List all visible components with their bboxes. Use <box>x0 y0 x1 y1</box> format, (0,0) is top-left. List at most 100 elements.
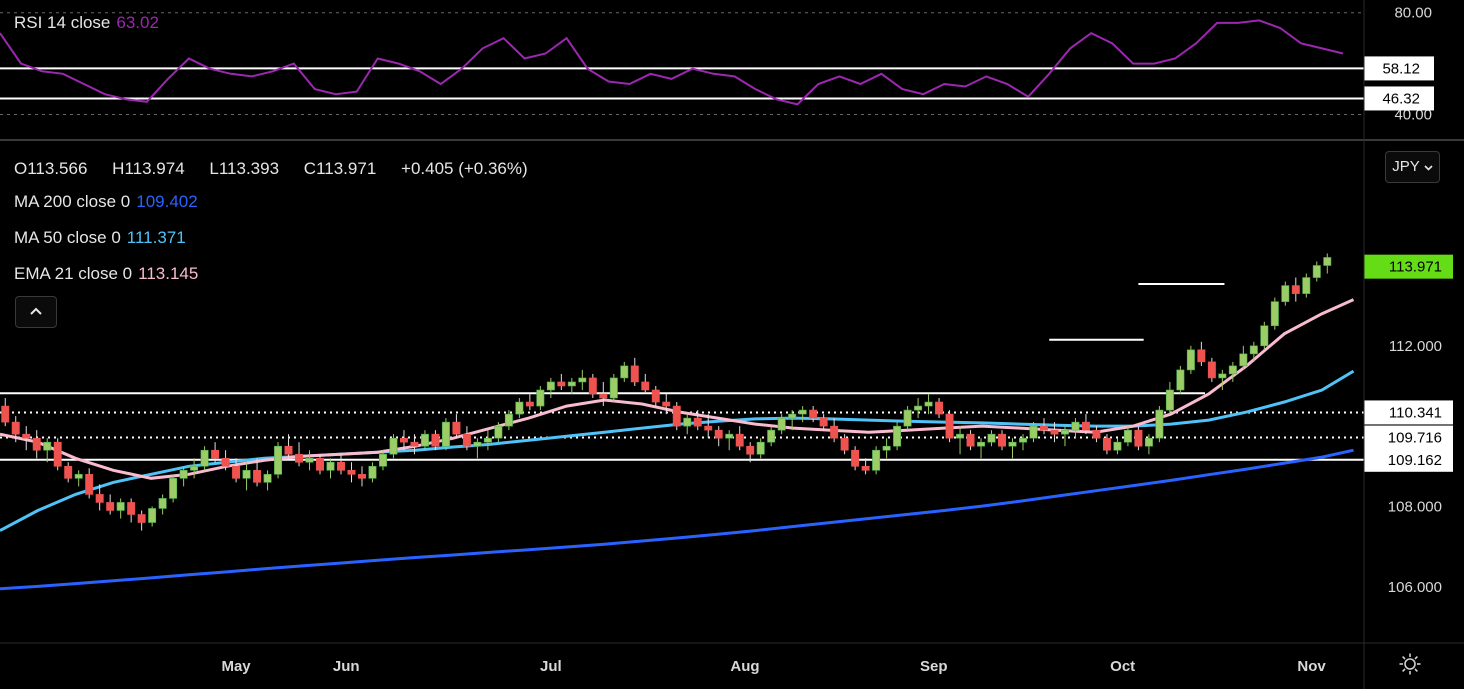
candle-down <box>337 454 345 475</box>
candle-body <box>903 409 912 427</box>
candle-down <box>462 426 471 451</box>
candle-body <box>1218 373 1227 379</box>
price-axis[interactable]: 80.00 40.00 58.12 46.32 112.000 108.000 106.00… <box>1364 5 1453 596</box>
candle-body <box>462 433 471 447</box>
candle-body <box>85 474 94 495</box>
candle-up <box>1155 406 1164 443</box>
candle-body <box>651 389 660 403</box>
candle-up <box>767 426 776 447</box>
candle-up <box>158 494 167 515</box>
candle-body <box>1249 345 1258 355</box>
price-axis-tick-label: 106.000 <box>1388 579 1442 596</box>
candle-body <box>704 425 713 431</box>
candle-body <box>546 381 555 391</box>
candle-down <box>399 430 408 451</box>
candle-body <box>1092 429 1101 439</box>
candle-body <box>788 413 797 419</box>
candle-body <box>840 437 849 451</box>
candle-up <box>1060 426 1069 447</box>
collapse-legend-button[interactable] <box>15 296 57 328</box>
candle-down <box>1050 422 1059 443</box>
candle-body <box>232 465 241 479</box>
candle-body <box>1040 425 1048 431</box>
candle-body <box>630 365 639 383</box>
candle-body <box>1029 425 1038 439</box>
candle-body <box>263 474 272 483</box>
candle-down <box>1040 418 1048 435</box>
candle-body <box>221 457 230 467</box>
ohlc-legend: O113.566 H113.974 L113.393 C113.971 +0.4… <box>14 159 538 179</box>
candle-body <box>914 405 923 411</box>
candle-up <box>1019 434 1027 451</box>
candle-down <box>819 414 828 431</box>
time-axis-tick-label: Aug <box>730 658 759 675</box>
candle-body <box>494 425 503 439</box>
candle-body <box>924 401 933 407</box>
candle-body <box>977 441 986 447</box>
candle-down <box>525 394 534 411</box>
time-axis[interactable]: May Jun Jul Aug Sep Oct Nov <box>221 658 1326 675</box>
candle-body <box>515 401 524 415</box>
candle-body <box>893 425 902 447</box>
rsi-legend[interactable]: RSI 14 close 63.02 <box>14 13 159 33</box>
candle-body <box>798 409 807 415</box>
candle-up <box>494 422 503 443</box>
currency-dropdown[interactable]: JPY <box>1385 151 1440 183</box>
candle-body <box>337 461 345 471</box>
candle-body <box>1312 265 1321 278</box>
candle-up <box>389 434 398 459</box>
candle-down <box>1102 434 1111 455</box>
candle-down <box>672 402 681 431</box>
candle-body <box>1134 429 1143 447</box>
gear-icon <box>1399 653 1421 675</box>
candle-body <box>882 445 891 451</box>
candle-body <box>1113 441 1122 451</box>
ma200-legend[interactable]: MA 200 close 0 109.402 <box>14 192 198 212</box>
candle-down <box>1197 341 1206 366</box>
candle-up <box>420 430 429 451</box>
candle-up <box>578 369 587 390</box>
price-axis-tick-label: 108.000 <box>1388 498 1442 515</box>
candle-down <box>32 430 41 459</box>
candle-up <box>242 462 251 491</box>
candle-body <box>368 465 377 479</box>
candle-body <box>431 433 440 447</box>
candle-body <box>641 381 650 391</box>
candle-body <box>316 457 324 471</box>
candle-body <box>693 417 702 427</box>
candle-body <box>504 413 513 427</box>
candle-down <box>966 430 975 451</box>
settings-button[interactable] <box>1398 652 1422 681</box>
candle-body <box>106 502 115 511</box>
candle-up <box>1281 281 1290 306</box>
time-axis-tick-label: May <box>221 658 251 675</box>
candle-body <box>1207 361 1216 379</box>
candle-down <box>809 406 818 423</box>
candle-down <box>431 430 440 451</box>
ma200-line <box>0 448 1354 591</box>
candle-down <box>746 442 755 463</box>
ema21-legend[interactable]: EMA 21 close 0 113.145 <box>14 264 198 284</box>
candle-down <box>284 434 293 459</box>
candle-up <box>326 458 335 479</box>
candle-body <box>326 461 335 471</box>
candle-body <box>1019 437 1027 443</box>
candle-body <box>809 409 818 419</box>
ma50-legend[interactable]: MA 50 close 0 111.371 <box>14 228 186 248</box>
level-price-tag <box>1364 447 1453 472</box>
candle-down <box>851 446 860 471</box>
candle-up <box>777 414 786 435</box>
candle-body <box>1050 429 1059 435</box>
candle-up <box>1302 273 1311 298</box>
candle-up <box>148 506 157 527</box>
candle-body <box>1008 441 1017 447</box>
time-axis-tick-label: Nov <box>1297 658 1326 675</box>
candle-body <box>987 433 996 443</box>
candle-body <box>557 381 566 387</box>
candle-up <box>378 450 387 471</box>
candle-down <box>651 385 660 407</box>
rsi-line <box>0 19 1344 106</box>
candle-body <box>872 449 881 471</box>
candle-up <box>725 430 734 451</box>
